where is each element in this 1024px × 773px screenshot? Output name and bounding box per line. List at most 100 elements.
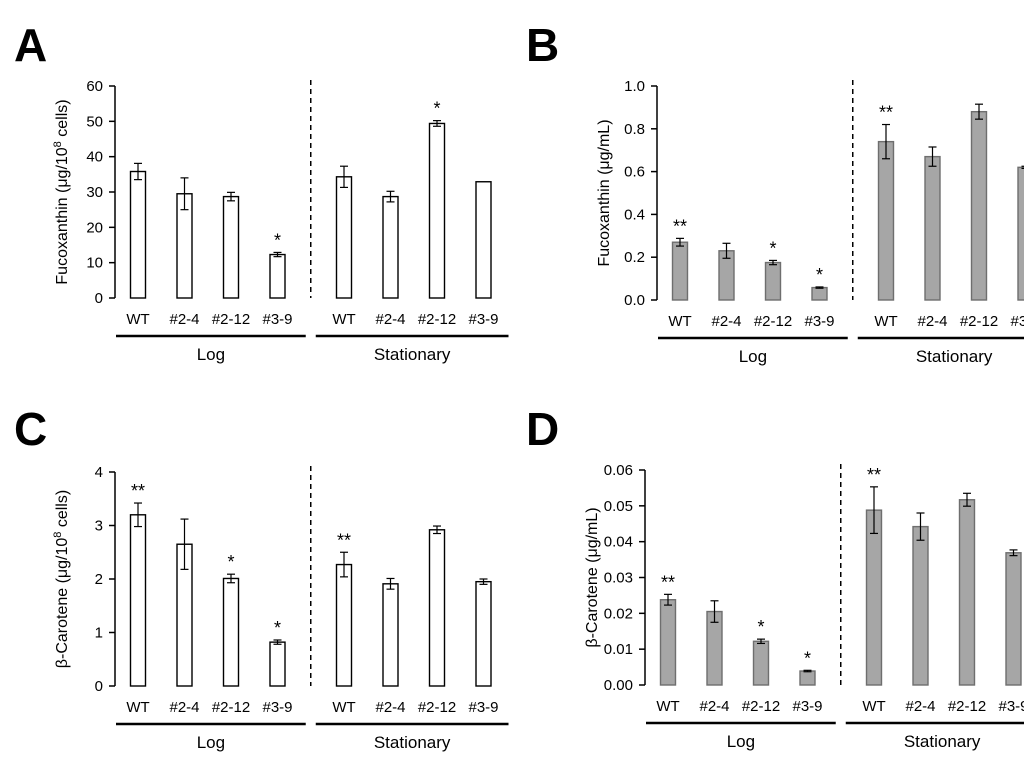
category-label: #2-12 — [742, 698, 780, 715]
y-axis-label-part: 8 — [52, 532, 64, 538]
category-label: #2-4 — [699, 698, 729, 715]
y-tick-label: 0.8 — [624, 121, 645, 138]
group-label: Log — [727, 732, 755, 751]
y-tick-label: 0.0 — [624, 292, 645, 309]
significance-mark: * — [804, 648, 811, 668]
y-axis-label-part: Fucoxanthin (μg/mL) — [596, 119, 613, 266]
category-label: #3-9 — [998, 698, 1024, 715]
bar — [269, 641, 286, 687]
y-tick-label: 1 — [95, 625, 103, 642]
bar — [764, 261, 782, 301]
significance-mark: ** — [879, 103, 893, 123]
significance-mark: * — [227, 552, 234, 572]
category-label: #2-12 — [212, 311, 250, 328]
y-axis-label-part: β-Carotene (μg/10 — [54, 538, 71, 669]
panel-b: B 0.0 0.2 0.4 0.6 0.8 1.0 Fucoxanthin (μg/mL) *… — [512, 0, 1024, 384]
significance-mark: * — [433, 99, 440, 119]
significance-mark: ** — [337, 530, 351, 550]
bar — [475, 181, 492, 299]
y-axis-label-part: cells) — [54, 99, 71, 141]
bar — [877, 140, 895, 301]
significance-mark: * — [274, 230, 281, 250]
group-label: Log — [197, 733, 225, 752]
bar — [958, 499, 976, 686]
bar — [811, 286, 828, 301]
y-tick-label: 0.05 — [604, 498, 633, 515]
y-tick-label: 0.06 — [604, 462, 633, 479]
bar — [129, 514, 147, 687]
y-tick-label: 0 — [95, 290, 103, 307]
y-axis-label-part: cells) — [54, 490, 71, 532]
significance-mark: * — [757, 617, 764, 637]
significance-mark: ** — [661, 572, 675, 592]
y-tick-label: 0.4 — [624, 206, 645, 223]
y-tick-label: 20 — [86, 219, 103, 236]
category-label: WT — [126, 699, 149, 716]
significance-mark: ** — [867, 465, 881, 485]
bar — [129, 170, 147, 299]
bar — [382, 583, 399, 687]
bar — [865, 509, 883, 686]
group-label: Stationary — [374, 345, 451, 364]
category-label: #2-4 — [169, 699, 199, 716]
category-label: WT — [668, 313, 691, 330]
y-tick-label: 4 — [95, 464, 103, 481]
chart-d: 0.00 0.01 0.02 0.03 0.04 0.05 0.06 β-Carotene (… — [584, 462, 1024, 751]
y-tick-label: 50 — [86, 113, 103, 130]
y-tick-label: 0.02 — [604, 605, 633, 622]
bar — [269, 253, 286, 299]
y-tick-label: 2 — [95, 571, 103, 588]
bar — [382, 195, 399, 299]
category-label: WT — [656, 698, 679, 715]
y-axis-label: Fucoxanthin (μg/mL) — [596, 119, 613, 266]
category-label: #2-12 — [212, 699, 250, 716]
y-tick-label: 1.0 — [624, 78, 645, 95]
category-label: #2-4 — [711, 313, 741, 330]
y-tick-label: 40 — [86, 149, 103, 166]
category-label: #2-4 — [375, 699, 405, 716]
category-label: #3-9 — [262, 699, 292, 716]
significance-mark: * — [816, 265, 823, 285]
bar — [659, 599, 677, 686]
category-label: #2-12 — [418, 699, 456, 716]
y-tick-label: 0.00 — [604, 677, 633, 694]
category-label: WT — [862, 698, 885, 715]
y-tick-label: 0.01 — [604, 641, 633, 658]
bar — [222, 195, 240, 299]
bar — [335, 176, 353, 299]
y-tick-label: 0.03 — [604, 570, 633, 587]
category-label: #2-4 — [375, 311, 405, 328]
bar — [428, 122, 446, 299]
category-label: #2-4 — [169, 311, 199, 328]
category-label: #3-9 — [792, 698, 822, 715]
y-axis-label: β-Carotene (μg/108 cells) — [52, 490, 71, 668]
category-label: #3-9 — [804, 313, 834, 330]
category-label: #2-12 — [418, 311, 456, 328]
y-tick-label: 30 — [86, 184, 103, 201]
panel-letter: A — [14, 19, 48, 71]
y-axis-label-part: β-Carotene (μg/mL) — [584, 507, 601, 647]
bar — [752, 640, 770, 686]
category-label: #2-12 — [754, 313, 792, 330]
panel-a: A 0 10 20 30 40 50 60 Fucoxanthin (μg/108 cells… — [0, 0, 512, 384]
y-tick-label: 0.6 — [624, 164, 645, 181]
category-label: #2-12 — [960, 313, 998, 330]
bar — [475, 580, 492, 687]
chart-c: 0 1 2 3 4 β-Carotene (μg/108 cells) ** WT #2-4 * #… — [52, 464, 509, 752]
category-label: WT — [874, 313, 897, 330]
category-label: #3-9 — [468, 699, 498, 716]
bar — [1005, 552, 1022, 686]
y-tick-label: 0 — [95, 678, 103, 695]
category-label: #3-9 — [1010, 313, 1024, 330]
panel-letter: D — [526, 403, 560, 455]
category-label: #2-4 — [917, 313, 947, 330]
group-label: Log — [197, 345, 225, 364]
panel-c: C 0 1 2 3 4 β-Carotene (μg/108 cells) ** WT #2-4… — [0, 384, 512, 768]
panel-letter: C — [14, 403, 48, 455]
y-axis-label-part: Fucoxanthin (μg/10 — [54, 147, 71, 284]
y-axis-label-part: 8 — [52, 141, 64, 147]
bar — [335, 563, 353, 687]
bar — [924, 155, 941, 301]
y-tick-label: 10 — [86, 255, 103, 272]
